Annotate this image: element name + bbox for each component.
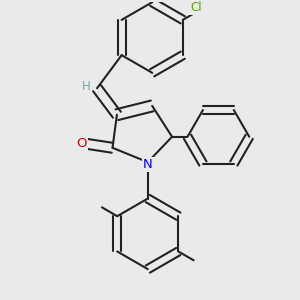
Text: Cl: Cl [190, 1, 202, 14]
Text: O: O [76, 137, 87, 150]
Text: N: N [143, 158, 153, 171]
Text: H: H [82, 80, 90, 92]
